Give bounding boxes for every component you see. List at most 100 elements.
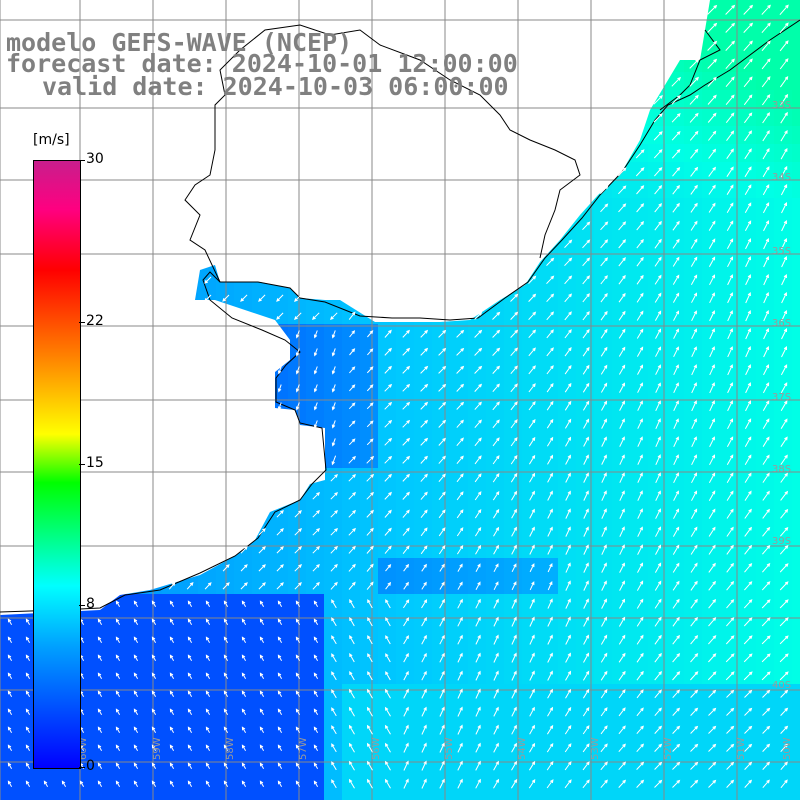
- wind-speed-cell: [792, 522, 800, 541]
- wind-vector: [403, 670, 409, 681]
- wind-vector: [761, 94, 771, 106]
- wind-speed-cell: [396, 648, 415, 667]
- wind-speed-cell: [468, 738, 487, 757]
- wind-speed-cell: [486, 540, 505, 559]
- wind-vector: [403, 652, 409, 663]
- wind-vector: [169, 600, 175, 607]
- wind-speed-cell: [450, 324, 469, 343]
- wind-speed-cell: [594, 612, 613, 631]
- wind-vector: [223, 744, 229, 751]
- wind-vector: [546, 347, 554, 357]
- wind-vector: [25, 762, 31, 769]
- wind-vector: [546, 760, 554, 771]
- wind-vector: [600, 364, 608, 375]
- wind-vector: [618, 292, 626, 303]
- wind-vector: [744, 490, 752, 501]
- wind-speed-cell: [756, 720, 775, 739]
- wind-speed-cell: [774, 522, 793, 541]
- wind-vector: [672, 184, 680, 195]
- wind-speed-cell: [306, 324, 325, 343]
- wind-vector: [673, 346, 679, 358]
- wind-speed-cell: [594, 432, 613, 451]
- wind-speed-cell: [630, 702, 649, 721]
- wind-vector: [583, 562, 589, 573]
- wind-vector: [564, 329, 572, 339]
- wind-speed-cell: [684, 684, 703, 703]
- wind-speed-cell: [648, 396, 667, 415]
- wind-vector: [151, 726, 157, 733]
- wind-vector: [492, 437, 500, 447]
- wind-speed-cell: [792, 648, 800, 667]
- wind-speed-cell: [540, 342, 559, 361]
- wind-speed-cell: [720, 666, 739, 685]
- wind-vector: [762, 689, 771, 698]
- wind-speed-cell: [558, 468, 577, 487]
- wind-speed-cell: [486, 432, 505, 451]
- wind-vector: [331, 366, 336, 375]
- wind-speed-cell: [648, 594, 667, 613]
- wind-vector: [492, 419, 500, 429]
- wind-speed-cell: [648, 558, 667, 577]
- wind-vector: [709, 328, 715, 340]
- wind-speed-cell: [504, 360, 523, 379]
- wind-vector: [313, 744, 319, 751]
- wind-speed-cell: [414, 774, 433, 793]
- wind-vector: [546, 365, 554, 375]
- wind-speed-cell: [684, 252, 703, 271]
- wind-speed-cell: [666, 576, 685, 595]
- wind-speed-cell: [720, 18, 739, 37]
- wind-vector: [385, 653, 391, 663]
- wind-vector: [528, 275, 537, 284]
- wind-vector: [205, 744, 211, 751]
- wind-speed-cell: [522, 486, 541, 505]
- wind-vector: [348, 778, 355, 789]
- wind-vector: [781, 310, 787, 322]
- wind-vector: [654, 761, 663, 770]
- wind-speed-cell: [450, 468, 469, 487]
- wind-speed-cell: [504, 504, 523, 523]
- wind-vector: [205, 708, 211, 715]
- wind-vector: [673, 418, 679, 430]
- wind-speed-cell: [756, 756, 775, 775]
- wind-speed-cell: [342, 432, 361, 451]
- wind-speed-cell: [774, 324, 793, 343]
- wind-speed-cell: [522, 378, 541, 397]
- wind-vector: [673, 382, 679, 394]
- wind-speed-cell: [612, 180, 631, 199]
- wind-speed-cell: [558, 324, 577, 343]
- wind-speed-cell: [396, 504, 415, 523]
- wind-vector: [384, 347, 392, 356]
- wind-speed-cell: [252, 288, 271, 307]
- wind-speed-cell: [288, 522, 307, 541]
- wind-speed-cell: [738, 270, 757, 289]
- wind-speed-cell: [720, 234, 739, 253]
- wind-speed-cell: [738, 144, 757, 163]
- wind-speed-cell: [504, 774, 523, 793]
- wind-vector: [259, 600, 265, 607]
- wind-speed-cell: [666, 162, 685, 181]
- wind-vector: [727, 346, 733, 358]
- wind-vector: [564, 382, 572, 393]
- wind-vector: [654, 616, 662, 627]
- wind-vector: [402, 401, 411, 410]
- wind-vector: [618, 257, 626, 267]
- wind-vector: [671, 113, 681, 123]
- wind-speed-cell: [234, 288, 253, 307]
- wind-speed-cell: [414, 576, 433, 595]
- wind-vector: [547, 616, 553, 627]
- wind-speed-cell: [774, 288, 793, 307]
- wind-speed-cell: [684, 432, 703, 451]
- wind-speed-cell: [594, 414, 613, 433]
- wind-vector: [762, 400, 770, 412]
- wind-vector: [636, 670, 644, 681]
- wind-speed-cell: [468, 648, 487, 667]
- wind-vector: [348, 491, 356, 500]
- wind-speed-cell: [630, 342, 649, 361]
- wind-vector: [564, 706, 572, 717]
- wind-speed-cell: [774, 612, 793, 631]
- wind-vector: [546, 436, 554, 447]
- wind-vector: [259, 744, 265, 751]
- wind-speed-cell: [594, 360, 613, 379]
- wind-vector: [25, 654, 31, 661]
- wind-speed-cell: [684, 234, 703, 253]
